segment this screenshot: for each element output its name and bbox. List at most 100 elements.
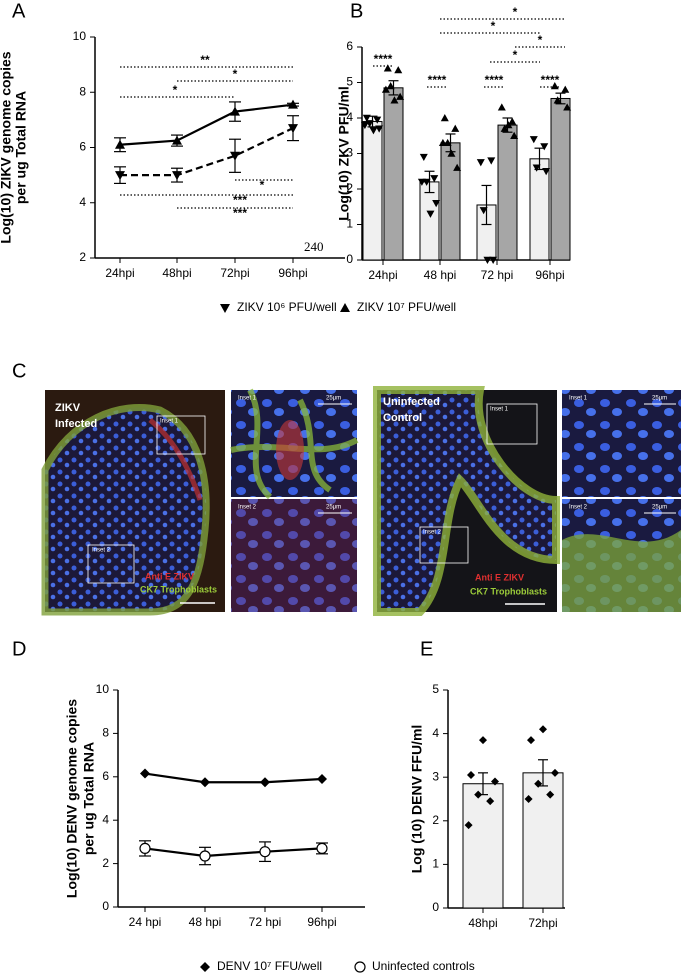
scale-label: 25μm [652, 505, 667, 511]
bar [497, 124, 518, 261]
data-point [139, 842, 151, 855]
data-point [453, 163, 462, 171]
scale-label: 25μm [326, 505, 341, 511]
series-line [144, 772, 323, 784]
legend-marker [200, 962, 210, 972]
inset-label: Inset 1 [238, 396, 257, 402]
x-tick-label: 96hpi [307, 915, 336, 929]
x-tick-label: 96hpi [535, 268, 564, 282]
significance-label: ** [200, 53, 210, 67]
data-point [140, 768, 150, 779]
significance-label: * [538, 33, 543, 47]
x-tick-label: 72hpi [528, 916, 557, 930]
data-point [561, 85, 570, 93]
x-tick-label: 72 hpi [249, 915, 282, 929]
data-point [369, 127, 378, 135]
data-point [524, 795, 533, 803]
legend-marker [354, 961, 366, 973]
stain-label: CK7 Trophoblasts [470, 586, 547, 596]
y-tick-label: 6 [102, 769, 109, 783]
y-tick-label: 10 [96, 682, 110, 696]
data-point [260, 777, 270, 788]
x-tick-label: 72 hpi [481, 268, 514, 282]
inset-label: Inset 2 [238, 505, 257, 511]
data-point [479, 207, 488, 215]
data-point [510, 131, 519, 139]
data-point [476, 159, 485, 167]
image-title: Infected [55, 418, 97, 430]
legend-label: ZIKV 10⁷ PFU/well [357, 300, 456, 314]
data-point [288, 99, 298, 109]
data-point [534, 779, 543, 788]
y-tick-label: 8 [102, 726, 109, 740]
data-point [550, 82, 559, 90]
data-point [419, 153, 428, 162]
y-tick-label: 8 [79, 84, 86, 98]
data-point [390, 96, 399, 104]
data-point [417, 178, 426, 186]
x-tick-label: 96hpi [278, 266, 307, 280]
bar [440, 142, 461, 261]
y-tick-label: 3 [432, 769, 439, 783]
data-point [542, 168, 551, 176]
y-axis-label: Log(10) ZIKV genome copies [0, 51, 14, 243]
data-point [447, 149, 456, 157]
image-title: ZIKV [55, 402, 81, 414]
micrograph-infected: ZIKV Infected Inset 1 Inset 2 Anti E ZIK… [41, 390, 225, 616]
data-point [360, 121, 369, 130]
x-tick-label: 72hpi [220, 266, 249, 280]
data-point [489, 256, 498, 264]
y-tick-label: 0 [346, 252, 353, 266]
data-point [539, 725, 547, 734]
box-label: Inset 1 [160, 419, 179, 425]
y-tick-label: 4 [346, 110, 353, 124]
panel-letter: B [350, 0, 363, 22]
image-title: Control [383, 412, 422, 424]
image-title: Uninfected [383, 396, 440, 408]
data-point [200, 777, 210, 788]
bar [362, 121, 383, 261]
micrograph-control: Uninfected Control Inset 1 Inset 2 Anti … [373, 386, 560, 616]
y-tick-label: 5 [346, 75, 353, 89]
inset-image: Inset 1 25μm Inset 2 25μm [562, 390, 681, 612]
y-tick-label: 1 [346, 217, 353, 231]
data-point [373, 116, 382, 124]
data-point [486, 797, 495, 806]
x-tick-label: 48hpi [468, 916, 497, 930]
data-point [259, 846, 271, 858]
scale-label: 25μm [326, 396, 341, 402]
data-point [529, 136, 538, 144]
box-label: Inset 2 [92, 548, 111, 554]
significance-label: * [513, 48, 518, 62]
y-tick-label: 0 [432, 900, 439, 914]
y-axis-label: per ug Total RNA [13, 91, 29, 204]
data-point [487, 157, 496, 165]
inset-label: Inset 2 [569, 505, 588, 511]
data-point [383, 64, 392, 72]
significance-label: **** [541, 73, 560, 87]
significance-label: **** [428, 73, 447, 87]
x-tick-label: 24 hpi [129, 915, 162, 929]
data-point [316, 842, 328, 855]
bar [550, 97, 571, 261]
data-point [532, 164, 541, 172]
significance-label: * [513, 5, 518, 19]
data-point [381, 85, 390, 93]
y-tick-label: 6 [79, 140, 86, 154]
y-axis-label: per ug Total RNA [81, 742, 97, 855]
y-tick-label: 4 [432, 726, 439, 740]
data-point [317, 773, 327, 784]
x-tick-label: 24hpi [368, 268, 397, 282]
bar [383, 87, 404, 261]
data-point [440, 114, 449, 122]
y-tick-label: 4 [102, 812, 109, 826]
y-tick-label: 3 [346, 146, 353, 160]
data-point [394, 66, 403, 74]
box-label: Inset 1 [490, 407, 509, 413]
significance-label: **** [485, 73, 504, 87]
data-point [172, 135, 182, 145]
inset-label: Inset 1 [569, 396, 588, 402]
y-tick-label: 2 [346, 181, 353, 195]
data-point [474, 790, 483, 799]
series-line [120, 127, 294, 177]
